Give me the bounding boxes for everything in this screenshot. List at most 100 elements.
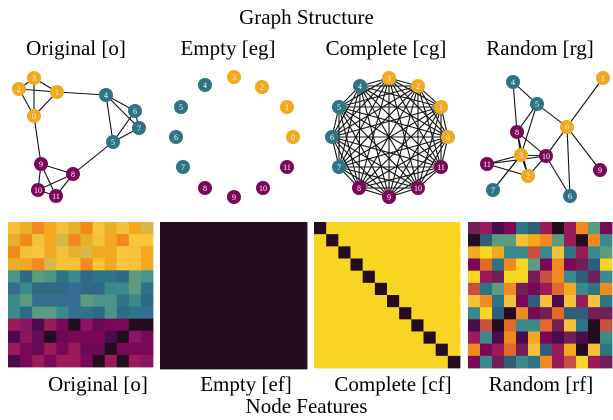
matrix-cell (423, 319, 437, 332)
matrix-cell (338, 319, 351, 332)
graph-edge (388, 77, 419, 189)
matrix-cell (552, 355, 565, 369)
graph-node (563, 189, 577, 203)
matrix-cell (387, 331, 400, 345)
matrix-cell (172, 295, 185, 309)
matrix-cell (8, 354, 21, 368)
matrix-cell (468, 307, 481, 320)
matrix-cell (423, 234, 437, 247)
matrix-cell (374, 246, 388, 259)
graph-node-label: 1 (439, 103, 443, 112)
matrix-cell (140, 330, 154, 344)
matrix-cell (516, 246, 529, 259)
graph-node-label: 2 (260, 83, 264, 92)
matrix-cell (92, 354, 106, 368)
matrix-cell (435, 319, 449, 332)
matrix-cell (221, 332, 234, 345)
matrix-cell (184, 234, 198, 247)
matrix-cell (270, 295, 283, 309)
matrix-cell (160, 222, 173, 235)
graph-panel-empty: 0 1 2 3 4 5 6 7 8 9 10 11 (169, 70, 300, 204)
graph-node-label: 9 (387, 193, 391, 202)
matrix-cell (552, 234, 565, 247)
matrix-cell (387, 234, 400, 247)
matrix-cell (564, 331, 577, 345)
matrix-cell (326, 331, 339, 345)
matrix-cell (528, 270, 541, 284)
matrix-cell (270, 234, 283, 247)
matrix-cell (600, 307, 613, 320)
matrix-cell (492, 307, 505, 320)
matrix-cell (128, 222, 142, 235)
matrix-cell (435, 331, 449, 345)
matrix-cell (270, 222, 283, 235)
matrix-cell (32, 246, 45, 259)
matrix-cell (504, 246, 517, 259)
graph-edge (338, 106, 442, 168)
matrix-cell (258, 307, 271, 321)
matrix-cell (338, 234, 351, 247)
matrix-cell (32, 342, 45, 356)
graph-node-label: 9 (39, 160, 43, 169)
matrix-cell (362, 270, 376, 284)
matrix-cell (56, 318, 69, 332)
matrix-cell (8, 306, 21, 320)
matrix-cell (258, 320, 271, 333)
matrix-cell (362, 343, 376, 357)
matrix-cell (160, 320, 173, 333)
graph-node-label: 6 (174, 133, 178, 142)
matrix-cell (564, 234, 577, 247)
matrix-cell (387, 246, 400, 259)
matrix-cell (221, 307, 234, 321)
matrix-cell (172, 258, 185, 272)
matrix-cell (196, 307, 210, 321)
matrix-cell (282, 271, 296, 284)
matrix-cell (160, 271, 173, 284)
matrix-cell (600, 270, 613, 284)
matrix-cell (504, 234, 517, 247)
graph-node-label: 11 (52, 192, 60, 201)
matrix-cell (374, 355, 388, 369)
matrix-cell (435, 234, 449, 247)
matrix-cell (576, 270, 589, 284)
graph-edge (492, 154, 522, 191)
matrix-cell (68, 330, 81, 344)
matrix-cell (552, 307, 565, 320)
matrix-cell (294, 246, 308, 260)
matrix-cell (504, 343, 517, 357)
matrix-cell (172, 246, 185, 260)
matrix-cell (92, 306, 106, 320)
graph-node-label: 5 (535, 100, 539, 109)
matrix-cell (32, 282, 45, 295)
matrix-cell (350, 258, 364, 272)
matrix-cell (172, 356, 185, 370)
matrix-cell (80, 258, 93, 271)
matrix-cell (447, 258, 461, 272)
matrix-cell (447, 234, 461, 247)
matrix-cell (411, 282, 424, 296)
graph-node-label: 0 (446, 133, 450, 142)
matrix-cell (362, 234, 376, 247)
matrix-cell (56, 282, 69, 295)
matrix-cell (245, 332, 259, 345)
graph-node (27, 71, 41, 85)
graph-node-label: 11 (437, 163, 445, 172)
graph-node-label: 4 (104, 91, 108, 100)
matrix-cell (423, 355, 437, 369)
matrix-cell (564, 319, 577, 332)
graph-edge (331, 106, 442, 138)
matrix-cell (92, 246, 106, 259)
matrix-cell (552, 331, 565, 345)
graph-edge (72, 141, 114, 175)
matrix-cell (387, 307, 400, 320)
matrix-cell (140, 294, 154, 307)
matrix-cell (116, 222, 130, 235)
graph-node (49, 189, 63, 203)
matrix-cell (362, 319, 376, 332)
matrix-cell (258, 246, 271, 260)
matrix-cell (564, 355, 577, 369)
matrix-cell (92, 294, 106, 307)
graph-edge (417, 85, 442, 168)
matrix-cell (528, 222, 541, 235)
matrix-cell (326, 343, 339, 357)
